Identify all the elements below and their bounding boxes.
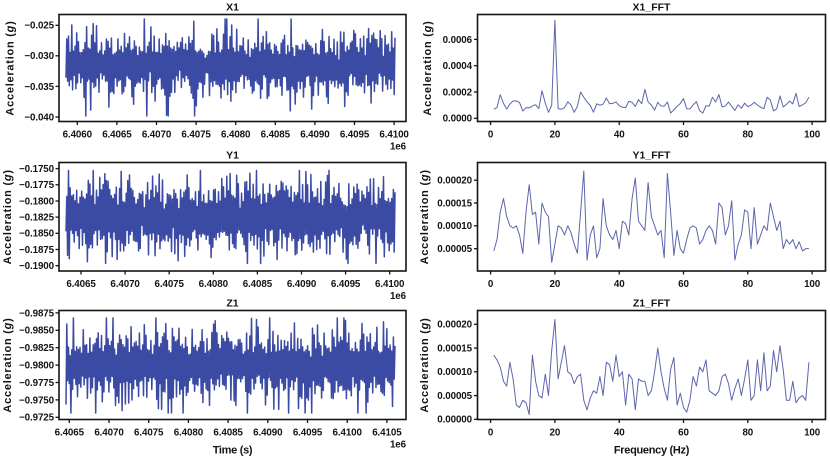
svg-text:Acceleration (g): Acceleration (g) bbox=[2, 317, 14, 412]
svg-text:6.4080: 6.4080 bbox=[221, 130, 251, 141]
svg-text:−0.1900: −0.1900 bbox=[19, 261, 55, 272]
svg-text:Acceleration (g): Acceleration (g) bbox=[2, 169, 14, 264]
svg-text:6.4090: 6.4090 bbox=[253, 428, 283, 439]
svg-text:1e6: 1e6 bbox=[390, 142, 407, 153]
svg-text:0.00010: 0.00010 bbox=[437, 221, 472, 232]
svg-text:−0.1800: −0.1800 bbox=[19, 196, 55, 207]
svg-text:0.00015: 0.00015 bbox=[437, 344, 472, 355]
svg-text:20: 20 bbox=[550, 130, 561, 141]
svg-text:Time (s): Time (s) bbox=[213, 445, 253, 457]
svg-text:6.4070: 6.4070 bbox=[110, 279, 140, 290]
svg-text:100: 100 bbox=[804, 130, 821, 141]
svg-text:0.00000: 0.00000 bbox=[437, 415, 472, 426]
svg-text:6.4075: 6.4075 bbox=[134, 428, 164, 439]
svg-text:Z1: Z1 bbox=[226, 298, 238, 310]
svg-text:40: 40 bbox=[614, 130, 625, 141]
svg-text:20: 20 bbox=[550, 279, 561, 290]
svg-text:−0.030: −0.030 bbox=[24, 51, 54, 62]
svg-text:60: 60 bbox=[678, 428, 689, 439]
svg-text:0: 0 bbox=[488, 428, 494, 439]
svg-text:0.0006: 0.0006 bbox=[443, 35, 473, 46]
svg-text:0.00020: 0.00020 bbox=[437, 320, 472, 331]
svg-text:Acceleration (g): Acceleration (g) bbox=[419, 317, 431, 412]
svg-text:6.4100: 6.4100 bbox=[379, 130, 409, 141]
svg-text:0.0000: 0.0000 bbox=[443, 114, 473, 125]
svg-text:80: 80 bbox=[742, 279, 753, 290]
svg-text:X1_FFT: X1_FFT bbox=[633, 2, 672, 14]
svg-text:80: 80 bbox=[742, 130, 753, 141]
svg-text:Acceleration (g): Acceleration (g) bbox=[5, 20, 17, 115]
svg-text:6.4085: 6.4085 bbox=[213, 428, 243, 439]
svg-text:0.00015: 0.00015 bbox=[437, 198, 472, 209]
svg-text:0.00010: 0.00010 bbox=[437, 367, 472, 378]
svg-text:−0.040: −0.040 bbox=[24, 112, 54, 123]
svg-text:6.4080: 6.4080 bbox=[199, 279, 229, 290]
svg-text:−0.9750: −0.9750 bbox=[19, 395, 55, 406]
svg-text:6.4100: 6.4100 bbox=[333, 428, 363, 439]
svg-text:Frequency (Hz): Frequency (Hz) bbox=[614, 445, 690, 457]
svg-text:−0.025: −0.025 bbox=[24, 21, 54, 32]
svg-text:6.4095: 6.4095 bbox=[331, 279, 361, 290]
svg-text:6.4065: 6.4065 bbox=[66, 279, 96, 290]
svg-text:40: 40 bbox=[614, 279, 625, 290]
svg-text:1e6: 1e6 bbox=[390, 440, 407, 451]
svg-text:−0.1775: −0.1775 bbox=[19, 180, 55, 191]
svg-text:60: 60 bbox=[678, 279, 689, 290]
svg-text:Z1_FFT: Z1_FFT bbox=[633, 298, 671, 310]
svg-text:0: 0 bbox=[488, 130, 494, 141]
svg-text:−0.1875: −0.1875 bbox=[19, 245, 55, 256]
svg-text:Y1_FFT: Y1_FFT bbox=[633, 150, 672, 162]
svg-text:60: 60 bbox=[678, 130, 689, 141]
svg-text:6.4075: 6.4075 bbox=[181, 130, 211, 141]
svg-text:6.4090: 6.4090 bbox=[287, 279, 317, 290]
svg-text:6.4065: 6.4065 bbox=[55, 428, 85, 439]
svg-text:0.0004: 0.0004 bbox=[443, 61, 473, 72]
svg-text:−0.9875: −0.9875 bbox=[19, 308, 55, 319]
svg-text:Acceleration (g): Acceleration (g) bbox=[422, 20, 434, 115]
svg-text:Acceleration (g): Acceleration (g) bbox=[419, 169, 431, 264]
svg-text:−0.9775: −0.9775 bbox=[19, 378, 55, 389]
svg-text:6.4080: 6.4080 bbox=[174, 428, 204, 439]
svg-text:6.4085: 6.4085 bbox=[243, 279, 273, 290]
svg-text:20: 20 bbox=[550, 428, 561, 439]
svg-text:6.4065: 6.4065 bbox=[102, 130, 132, 141]
svg-text:80: 80 bbox=[742, 428, 753, 439]
svg-text:0.0002: 0.0002 bbox=[443, 87, 473, 98]
svg-text:Y1: Y1 bbox=[226, 150, 239, 162]
svg-text:−0.9725: −0.9725 bbox=[19, 413, 55, 424]
svg-text:6.4095: 6.4095 bbox=[340, 130, 370, 141]
svg-text:−0.1825: −0.1825 bbox=[19, 213, 55, 224]
svg-text:100: 100 bbox=[804, 279, 821, 290]
svg-text:−0.9800: −0.9800 bbox=[19, 361, 55, 372]
svg-text:0: 0 bbox=[488, 279, 494, 290]
svg-text:6.4095: 6.4095 bbox=[293, 428, 323, 439]
svg-text:X1: X1 bbox=[226, 2, 239, 14]
svg-text:6.4090: 6.4090 bbox=[300, 130, 330, 141]
svg-text:6.4100: 6.4100 bbox=[375, 279, 405, 290]
svg-text:6.4105: 6.4105 bbox=[372, 428, 402, 439]
svg-text:6.4070: 6.4070 bbox=[94, 428, 124, 439]
svg-text:−0.035: −0.035 bbox=[24, 82, 54, 93]
svg-text:−0.1850: −0.1850 bbox=[19, 229, 55, 240]
svg-text:100: 100 bbox=[804, 428, 821, 439]
svg-text:6.4060: 6.4060 bbox=[63, 130, 93, 141]
svg-text:0.00005: 0.00005 bbox=[437, 244, 472, 255]
svg-text:−0.9825: −0.9825 bbox=[19, 343, 55, 354]
svg-text:−0.9850: −0.9850 bbox=[19, 326, 55, 337]
svg-text:1e6: 1e6 bbox=[390, 291, 407, 302]
svg-text:0.00005: 0.00005 bbox=[437, 391, 472, 402]
svg-text:6.4070: 6.4070 bbox=[142, 130, 172, 141]
svg-text:6.4085: 6.4085 bbox=[261, 130, 291, 141]
svg-text:−0.1750: −0.1750 bbox=[19, 164, 55, 175]
svg-text:6.4075: 6.4075 bbox=[155, 279, 185, 290]
svg-text:40: 40 bbox=[614, 428, 625, 439]
svg-text:0.00020: 0.00020 bbox=[437, 176, 472, 187]
